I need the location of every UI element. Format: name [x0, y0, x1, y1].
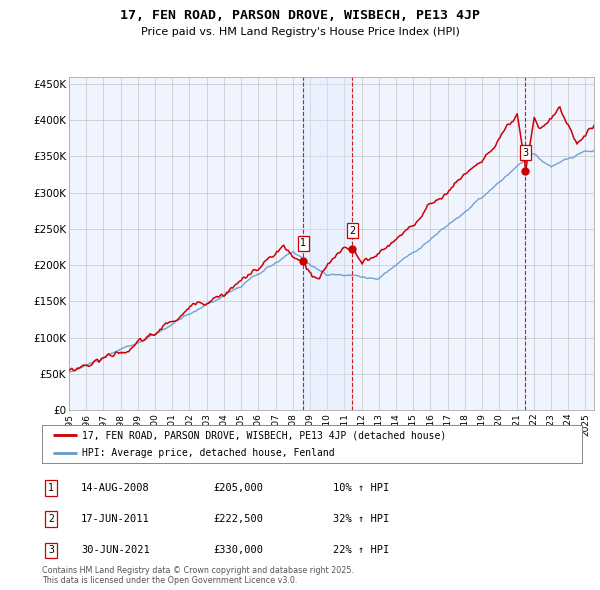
- Text: 32% ↑ HPI: 32% ↑ HPI: [333, 514, 389, 524]
- Text: 2: 2: [349, 226, 355, 235]
- Text: Contains HM Land Registry data © Crown copyright and database right 2025.
This d: Contains HM Land Registry data © Crown c…: [42, 566, 354, 585]
- Text: 17-JUN-2011: 17-JUN-2011: [81, 514, 150, 524]
- Text: £205,000: £205,000: [213, 483, 263, 493]
- Text: £330,000: £330,000: [213, 546, 263, 555]
- Text: 22% ↑ HPI: 22% ↑ HPI: [333, 546, 389, 555]
- Text: 3: 3: [48, 546, 54, 555]
- Text: 17, FEN ROAD, PARSON DROVE, WISBECH, PE13 4JP (detached house): 17, FEN ROAD, PARSON DROVE, WISBECH, PE1…: [83, 430, 447, 440]
- Text: HPI: Average price, detached house, Fenland: HPI: Average price, detached house, Fenl…: [83, 448, 335, 458]
- Text: £222,500: £222,500: [213, 514, 263, 524]
- Text: 3: 3: [522, 148, 528, 158]
- Bar: [304, 77, 352, 410]
- Text: 30-JUN-2021: 30-JUN-2021: [81, 546, 150, 555]
- Text: 17, FEN ROAD, PARSON DROVE, WISBECH, PE13 4JP: 17, FEN ROAD, PARSON DROVE, WISBECH, PE1…: [120, 9, 480, 22]
- Text: 10% ↑ HPI: 10% ↑ HPI: [333, 483, 389, 493]
- Text: 14-AUG-2008: 14-AUG-2008: [81, 483, 150, 493]
- Text: 1: 1: [48, 483, 54, 493]
- Text: 2: 2: [48, 514, 54, 524]
- Text: 1: 1: [301, 238, 307, 248]
- Text: Price paid vs. HM Land Registry's House Price Index (HPI): Price paid vs. HM Land Registry's House …: [140, 27, 460, 37]
